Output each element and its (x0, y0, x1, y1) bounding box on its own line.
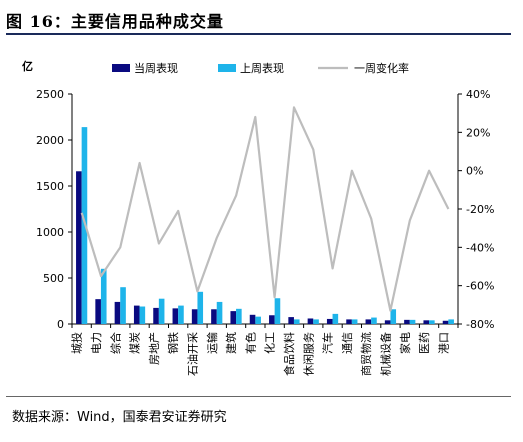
bar-current-week (307, 318, 314, 324)
bar-current-week (153, 307, 159, 324)
legend-label: 当周表现 (134, 61, 178, 75)
bar-current-week (423, 320, 430, 324)
x-tick-label: 综合 (108, 332, 122, 354)
y-right-tick-label: 0% (466, 165, 483, 178)
bar-previous-week (371, 317, 377, 324)
y-right-tick-label: -60% (466, 280, 494, 293)
x-tick-label: 汽车 (321, 332, 335, 354)
bar-current-week (442, 320, 449, 324)
bar-current-week (172, 308, 179, 324)
bar-previous-week (293, 319, 300, 324)
chart: 亿 当周表现 上周表现 一周变化率 0 500 1000 1500 2000 2500 -80%… (22, 59, 494, 376)
bar-current-week (384, 320, 391, 324)
bar-previous-week (274, 298, 281, 324)
bar-previous-week (120, 287, 126, 324)
bar-previous-week (255, 316, 261, 324)
bar-previous-week (313, 319, 319, 324)
bar-current-week (76, 171, 82, 324)
x-tick-label: 家电 (398, 332, 412, 354)
x-tick-labels: 城投 电力 综合 煤炭 房地产 钢铁 石油开采 运输 建筑 有色 化工 食品饮料 休闲服务 汽车 通信 商贸物… (70, 332, 451, 376)
bar-previous-week (216, 301, 223, 324)
bar-current-week (191, 309, 198, 324)
bar-current-week (211, 309, 217, 324)
bar-current-week (326, 318, 333, 324)
x-tick-label: 医药 (418, 332, 431, 354)
legend-swatch (218, 64, 236, 72)
bar-previous-week (390, 309, 397, 324)
x-tick-label: 有色 (243, 332, 257, 354)
y-right-tick-label: -80% (466, 318, 494, 331)
footer-rule (6, 396, 511, 397)
y-left-tick-label: 500 (43, 272, 64, 285)
bar-current-week (95, 299, 101, 324)
axes: 0 500 1000 1500 2000 2500 -80% -60% -40% -20% 0% 20… (36, 88, 494, 331)
x-tick-label: 化工 (263, 332, 277, 354)
x-tick-label: 商贸物流 (359, 332, 373, 376)
bar-previous-week (236, 308, 242, 324)
bar-current-week (269, 315, 275, 324)
bar-previous-week (100, 268, 107, 324)
bar-current-week (346, 319, 352, 324)
figure-title: 图 16：主要信用品种成交量 (6, 12, 224, 31)
y-left-tick-label: 2500 (36, 88, 64, 101)
bar-previous-week (332, 313, 339, 324)
unit-label: 亿 (22, 59, 33, 73)
bar-previous-week (197, 291, 204, 324)
line-weekly-change (80, 106, 450, 312)
legend-label: 一周变化率 (354, 61, 409, 75)
bar-previous-week (139, 306, 146, 324)
bar-current-week (288, 317, 294, 324)
y-right-tick-label: 20% (466, 126, 490, 139)
x-tick-label: 石油开采 (185, 332, 199, 376)
bar-previous-week (158, 298, 165, 324)
bar-previous-week (178, 305, 184, 324)
legend-swatch (112, 64, 130, 72)
y-left-tick-label: 0 (57, 318, 64, 331)
x-tick-label: 煤炭 (129, 332, 142, 354)
bar-previous-week (409, 319, 416, 324)
x-tick-label: 通信 (341, 332, 354, 354)
legend: 当周表现 上周表现 一周变化率 (112, 61, 409, 75)
x-tick-label: 休闲服务 (301, 332, 315, 376)
bar-current-week (114, 301, 121, 324)
x-tick-label: 钢铁 (167, 332, 180, 354)
bar-current-week (404, 319, 410, 324)
bar-current-week (230, 311, 237, 324)
x-tick-label: 机械设备 (378, 332, 392, 376)
x-tick-label: 建筑 (224, 332, 238, 354)
bar-current-week (365, 319, 372, 324)
y-right-tick-label: -20% (466, 203, 494, 216)
title-rule (6, 33, 511, 35)
change-line (80, 106, 450, 312)
bar-previous-week (351, 319, 358, 324)
bar-previous-week (448, 319, 454, 324)
x-tick-label: 食品饮料 (282, 332, 296, 376)
x-tick-label: 电力 (90, 332, 103, 354)
legend-label: 上周表现 (240, 61, 284, 75)
x-tick-label: 城投 (70, 332, 84, 354)
bar-current-week (133, 305, 140, 324)
y-left-tick-label: 1000 (36, 226, 64, 239)
x-tick-label: 港口 (437, 332, 450, 354)
figure-header: 图 16：主要信用品种成交量 (0, 0, 523, 34)
y-left-tick-label: 2000 (36, 134, 64, 147)
x-tick-label: 房地产 (147, 332, 161, 365)
y-left-tick-label: 1500 (36, 180, 64, 193)
bar-current-week (249, 314, 256, 324)
y-right-tick-label: -40% (466, 241, 494, 254)
x-tick-label: 运输 (205, 332, 219, 354)
y-right-tick-label: 40% (466, 88, 490, 101)
bar-previous-week (429, 320, 435, 324)
source-note: 数据来源：Wind，国泰君安证券研究 (12, 410, 227, 425)
bars (76, 127, 454, 325)
